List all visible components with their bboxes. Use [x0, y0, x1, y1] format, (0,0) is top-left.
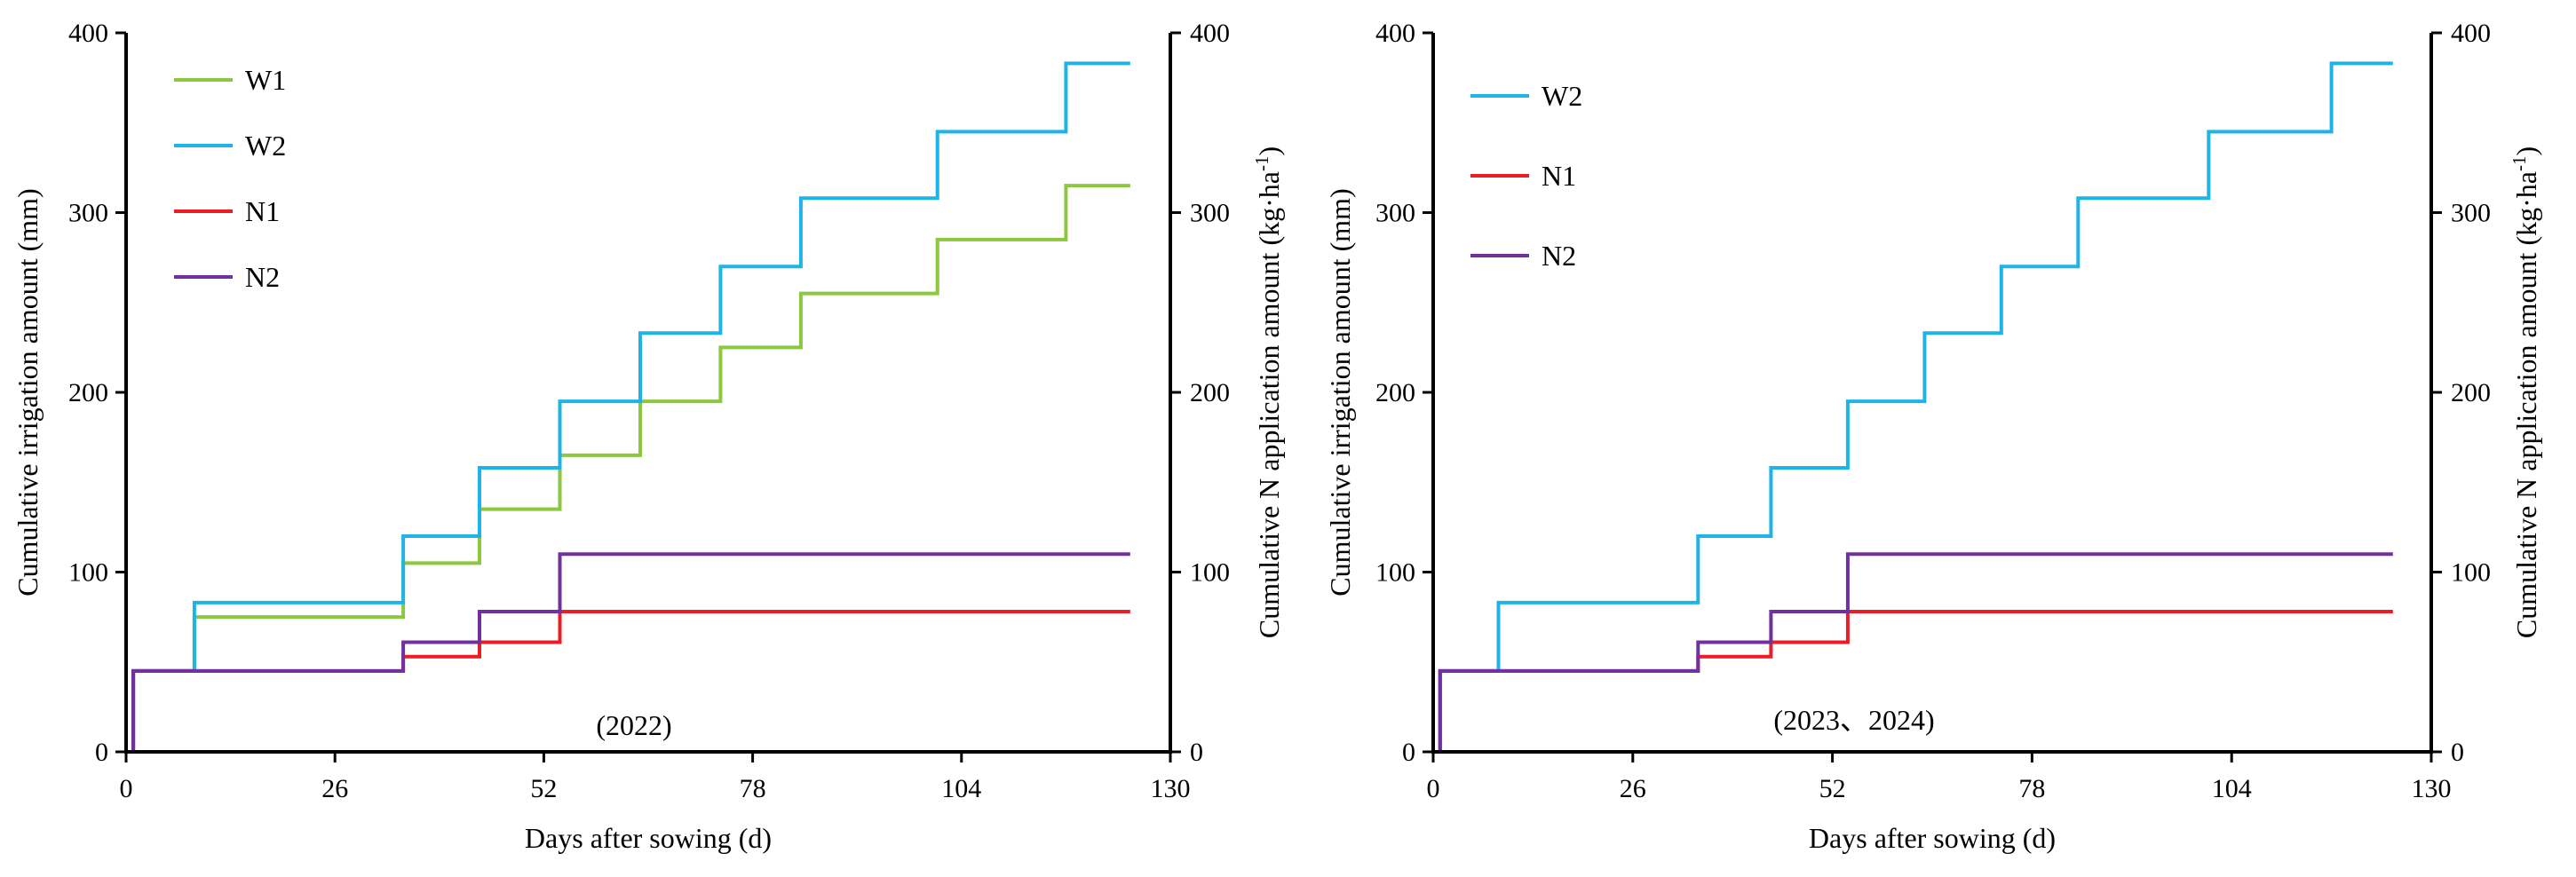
panel-annotation: (2022) — [596, 709, 671, 741]
y2-tick-label: 200 — [2451, 378, 2491, 407]
y2-tick-label: 400 — [1190, 19, 1230, 48]
legend-label-w2: W2 — [245, 130, 286, 162]
x-tick-label: 52 — [1819, 774, 1846, 803]
y-tick-label: 0 — [95, 738, 108, 767]
y2-axis-label-superscript: -1 — [1251, 156, 1272, 172]
y2-axis-label-main: Cumulative N application amount (kg·ha — [2510, 171, 2542, 638]
x-tick-label: 78 — [2018, 774, 2045, 803]
legend-label-n2: N2 — [245, 261, 280, 293]
series-line-w1 — [131, 184, 1130, 752]
chart-panel-2022: 0 26 52 78 104 130 0 100 200 300 400 0 100 200 300 400 D… — [12, 19, 1285, 854]
x-tick-label: 104 — [941, 774, 981, 803]
y2-axis-label: Cumulative N application amount (kg·ha-1… — [2509, 146, 2542, 638]
legend-label-w2: W2 — [1542, 80, 1582, 112]
y-tick-label: 200 — [68, 378, 108, 407]
x-tick-label: 26 — [1620, 774, 1646, 803]
y2-tick-label: 100 — [2451, 558, 2491, 588]
y-axis-label: Cumulative irrigation amount (mm) — [1324, 188, 1356, 596]
x-tick-label: 0 — [1427, 774, 1440, 803]
y-tick-label: 200 — [1375, 378, 1415, 407]
series-line-n2 — [1438, 552, 2393, 752]
y2-tick-label: 0 — [2451, 738, 2464, 767]
y2-tick-label: 0 — [1190, 738, 1203, 767]
legend-label-n2: N2 — [1542, 240, 1576, 272]
y2-tick-label: 300 — [1190, 199, 1230, 228]
x-tick-label: 52 — [530, 774, 557, 803]
y2-tick-label: 200 — [1190, 378, 1230, 407]
x-axis-label: Days after sowing (d) — [525, 822, 772, 854]
y2-axis-label-main: Cumulative N application amount (kg·ha — [1253, 171, 1285, 638]
x-tick-label: 78 — [740, 774, 766, 803]
legend-label-n1: N1 — [1542, 160, 1576, 192]
series-line-w2 — [131, 61, 1130, 752]
x-axis-label: Days after sowing (d) — [1809, 822, 2056, 854]
panel-annotation: (2023、2024) — [1773, 704, 1934, 736]
y-tick-label: 100 — [1375, 558, 1415, 588]
y-tick-label: 300 — [68, 199, 108, 228]
legend-label-w1: W1 — [245, 64, 286, 96]
y-tick-label: 300 — [1375, 199, 1415, 228]
y-tick-label: 100 — [68, 558, 108, 588]
y2-axis-label-close: ) — [2510, 146, 2542, 156]
x-tick-label: 130 — [1151, 774, 1191, 803]
y-tick-label: 0 — [1402, 738, 1415, 767]
x-tick-label: 0 — [120, 774, 133, 803]
y-tick-label: 400 — [1375, 19, 1415, 48]
y-axis-label: Cumulative irrigation amount (mm) — [12, 188, 44, 596]
y2-axis-label-superscript: -1 — [2509, 156, 2530, 172]
legend-label-n1: N1 — [245, 195, 280, 227]
x-tick-label: 26 — [321, 774, 348, 803]
y2-tick-label: 300 — [2451, 199, 2491, 228]
x-tick-label: 104 — [2212, 774, 2252, 803]
y2-axis-label-close: ) — [1253, 146, 1285, 156]
y2-tick-label: 100 — [1190, 558, 1230, 588]
y-tick-label: 400 — [68, 19, 108, 48]
series-line-n2 — [131, 552, 1130, 752]
series-line-w2 — [1438, 61, 2393, 752]
x-tick-label: 130 — [2412, 774, 2452, 803]
chart-panel-2023-2024: 0 26 52 78 104 130 0 100 200 300 400 0 100 200 300 400 D… — [1324, 19, 2542, 854]
y2-tick-label: 400 — [2451, 19, 2491, 48]
y2-axis-label: Cumulative N application amount (kg·ha-1… — [1251, 146, 1285, 638]
